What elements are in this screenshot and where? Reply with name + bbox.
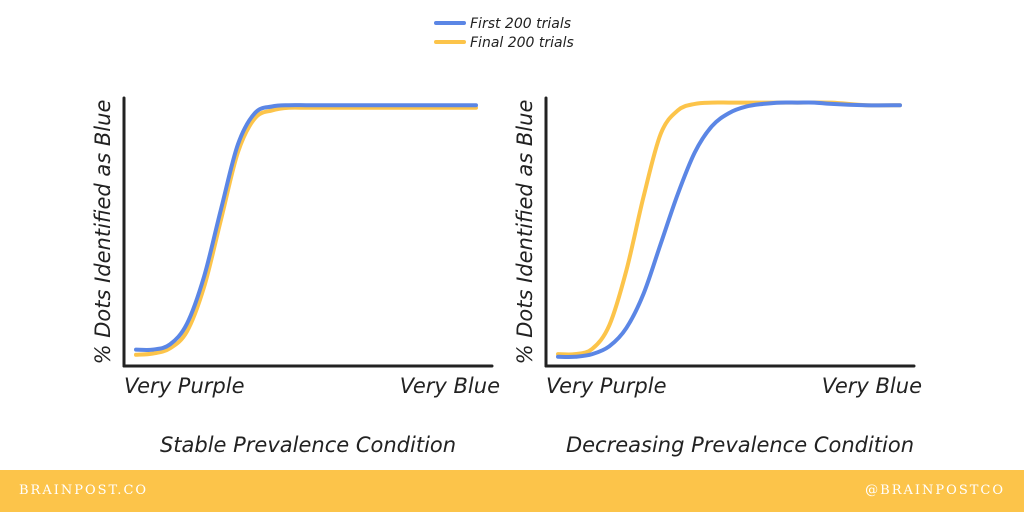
legend-label-final-200: Final 200 trials bbox=[470, 35, 574, 51]
plot-lines bbox=[134, 103, 478, 357]
legend-label-first-200: First 200 trials bbox=[470, 16, 571, 32]
x-tick-label-very-purple: Very Purple bbox=[546, 374, 666, 398]
series-line-final-200-trials bbox=[134, 105, 478, 357]
y-axis-label: % Dots Identified as Blue bbox=[91, 100, 115, 365]
series-line-final-200-trials bbox=[556, 100, 902, 357]
panel-stable: % Dots Identified as Blue Very Purple Ve… bbox=[91, 96, 500, 457]
y-axis-label: % Dots Identified as Blue bbox=[513, 100, 537, 365]
plot-lines bbox=[556, 100, 902, 359]
series-line-first-200-trials bbox=[556, 100, 902, 359]
x-tick-label-very-purple: Very Purple bbox=[124, 374, 244, 398]
chart-canvas: First 200 trials Final 200 trials % Dots… bbox=[91, 16, 922, 457]
x-tick-label-very-blue: Very Blue bbox=[822, 374, 922, 398]
series-line-first-200-trials bbox=[134, 103, 478, 352]
footer-bar: BRAINPOST.CO @BRAINPOSTCO bbox=[0, 470, 1024, 512]
panel-decreasing: % Dots Identified as Blue Very Purple Ve… bbox=[513, 96, 922, 457]
chart-title: Decreasing Prevalence Condition bbox=[566, 433, 914, 457]
footer-site-text: BRAINPOST.CO bbox=[19, 483, 149, 498]
x-tick-label-very-blue: Very Blue bbox=[400, 374, 500, 398]
legend: First 200 trials Final 200 trials bbox=[434, 16, 574, 51]
footer-handle-text: @BRAINPOSTCO bbox=[865, 483, 1005, 498]
chart-title: Stable Prevalence Condition bbox=[160, 433, 456, 457]
